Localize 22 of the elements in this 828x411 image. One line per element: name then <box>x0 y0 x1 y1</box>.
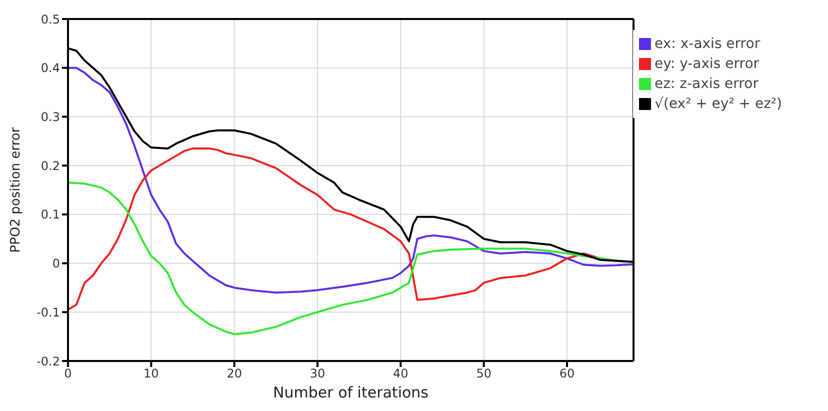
x-tick-label: 30 <box>310 366 326 381</box>
x-tick-label: 60 <box>559 366 575 381</box>
y-tick-label: 0.4 <box>40 61 60 76</box>
x-axis-title: Number of iterations <box>273 384 429 402</box>
x-tick-label: 10 <box>144 366 159 381</box>
legend-label: √(ex² + ey² + ez²) <box>654 96 782 112</box>
y-tick-label: 0.2 <box>40 158 60 173</box>
y-tick-label: 0.1 <box>40 208 60 222</box>
y-tick-label: 0.3 <box>40 110 60 124</box>
x-tick-label: 20 <box>226 366 242 381</box>
y-tick-label: 0 <box>52 256 60 271</box>
line-series <box>68 66 634 294</box>
legend-label: ez: z-axis error <box>654 76 758 92</box>
y-tick-label: -0.1 <box>36 305 60 320</box>
legend-label: ex: x-axis error <box>654 36 760 52</box>
y-tick-label: -0.2 <box>36 354 60 368</box>
x-tick-label: 0 <box>64 366 72 381</box>
x-tick-label: 50 <box>476 366 492 381</box>
legend-label: ey: y-axis error <box>654 56 760 72</box>
y-axis-title: PPO2 position error <box>8 126 24 253</box>
x-tick-label: 40 <box>393 366 408 381</box>
y-tick-label: 0.5 <box>40 12 60 26</box>
